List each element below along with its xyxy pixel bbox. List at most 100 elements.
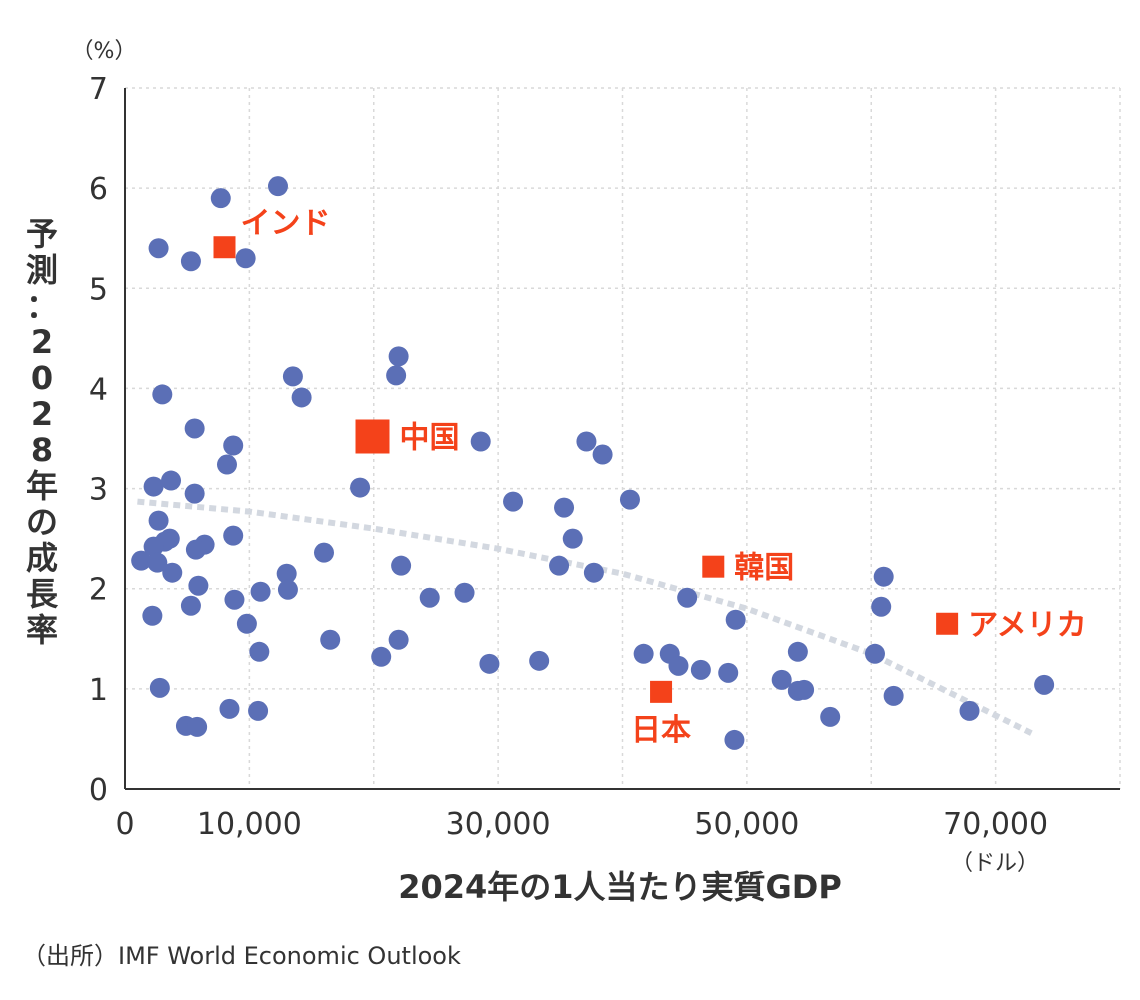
data-point — [1034, 674, 1055, 695]
x-tick-label: 30,000 — [446, 807, 551, 842]
data-point — [583, 562, 604, 583]
data-point — [188, 575, 209, 596]
grid-lines — [125, 87, 1121, 789]
data-point — [224, 589, 245, 610]
highlight-label: インド — [241, 206, 331, 241]
data-point — [291, 387, 312, 408]
highlight-label: 中国 — [400, 420, 460, 455]
data-point — [529, 650, 550, 671]
highlight-label: アメリカ — [968, 608, 1087, 643]
data-point — [219, 698, 240, 719]
data-point — [248, 700, 269, 721]
highlight-label: 日本 — [631, 713, 691, 748]
data-point — [388, 346, 409, 367]
data-point — [162, 562, 183, 583]
y-unit-label: （%） — [72, 39, 137, 64]
y-tick-label: 1 — [89, 673, 108, 708]
data-point — [277, 579, 298, 600]
data-point — [152, 384, 173, 405]
y-tick-label: 0 — [89, 773, 108, 808]
data-point — [148, 238, 169, 259]
y-axis-title-char: の — [26, 503, 58, 541]
y-tick-label: 7 — [89, 72, 108, 107]
x-tick-label: 50,000 — [694, 807, 799, 842]
data-point — [180, 595, 201, 616]
data-point — [187, 716, 208, 737]
data-point — [180, 251, 201, 272]
data-point — [142, 605, 163, 626]
data-point — [771, 669, 792, 690]
y-tick-label: 2 — [89, 573, 108, 608]
y-tick-label: 5 — [89, 272, 108, 307]
y-axis-title-char: 率 — [26, 611, 58, 649]
data-point — [148, 510, 169, 531]
data-point — [419, 587, 440, 608]
data-point — [820, 706, 841, 727]
data-point — [633, 643, 654, 664]
trend-line — [137, 498, 1035, 737]
data-point — [131, 550, 152, 571]
data-point — [185, 539, 206, 560]
data-point — [873, 566, 894, 587]
data-point — [236, 613, 257, 634]
data-point — [147, 552, 168, 573]
y-axis-title-char: 年 — [26, 467, 58, 505]
y-axis-title-char: ： — [26, 287, 58, 325]
data-point — [143, 536, 164, 557]
data-point — [725, 609, 746, 630]
data-point — [562, 528, 583, 549]
data-point — [184, 483, 205, 504]
data-point — [320, 629, 341, 650]
data-point — [576, 431, 597, 452]
data-point — [210, 188, 231, 209]
data-point — [276, 563, 297, 584]
x-tick-label: 10,000 — [197, 807, 302, 842]
y-tick-labels: 0 1 2 3 4 5 6 7 — [89, 72, 108, 808]
trend-line-group — [137, 498, 1035, 737]
data-point — [143, 476, 164, 497]
data-point — [864, 643, 885, 664]
highlight-marker — [355, 419, 390, 454]
data-point — [350, 477, 371, 498]
highlight-marker — [650, 680, 673, 703]
axes — [124, 88, 1120, 790]
data-point — [619, 489, 640, 510]
data-point — [454, 582, 475, 603]
data-point — [554, 497, 575, 518]
data-point — [250, 581, 271, 602]
data-point — [794, 679, 815, 700]
data-point — [690, 659, 711, 680]
data-point — [592, 444, 613, 465]
data-point — [386, 365, 407, 386]
x-tick-labels: 0 10,000 30,000 50,000 70,000 — [115, 807, 1048, 842]
data-point — [718, 662, 739, 683]
data-point — [161, 470, 182, 491]
y-tick-label: 3 — [89, 473, 108, 508]
data-point — [249, 641, 270, 662]
y-axis-title-char: 2 — [31, 323, 53, 361]
data-point — [883, 685, 904, 706]
data-point — [549, 555, 570, 576]
highlight-marker — [702, 555, 725, 578]
data-point — [388, 629, 409, 650]
data-point — [223, 525, 244, 546]
data-point — [282, 366, 303, 387]
source-note: （出所）IMF World Economic Outlook — [22, 942, 461, 970]
data-point — [479, 653, 500, 674]
y-axis-title-char: 8 — [31, 431, 53, 469]
data-point — [314, 542, 334, 563]
data-point — [787, 641, 808, 662]
y-tick-label: 4 — [89, 372, 108, 407]
highlight-marker — [213, 236, 236, 259]
y-axis-title: 予測： 2 0 2 8 年の成長率 — [26, 215, 59, 649]
y-axis-title-char: 予 — [26, 215, 58, 253]
data-point — [871, 596, 892, 617]
x-tick-label: 0 — [115, 807, 134, 842]
data-point — [184, 418, 205, 439]
data-point — [267, 176, 288, 197]
x-tick-label: 70,000 — [943, 807, 1048, 842]
x-unit-label: （ドル） — [951, 851, 1039, 876]
data-point — [235, 248, 256, 269]
